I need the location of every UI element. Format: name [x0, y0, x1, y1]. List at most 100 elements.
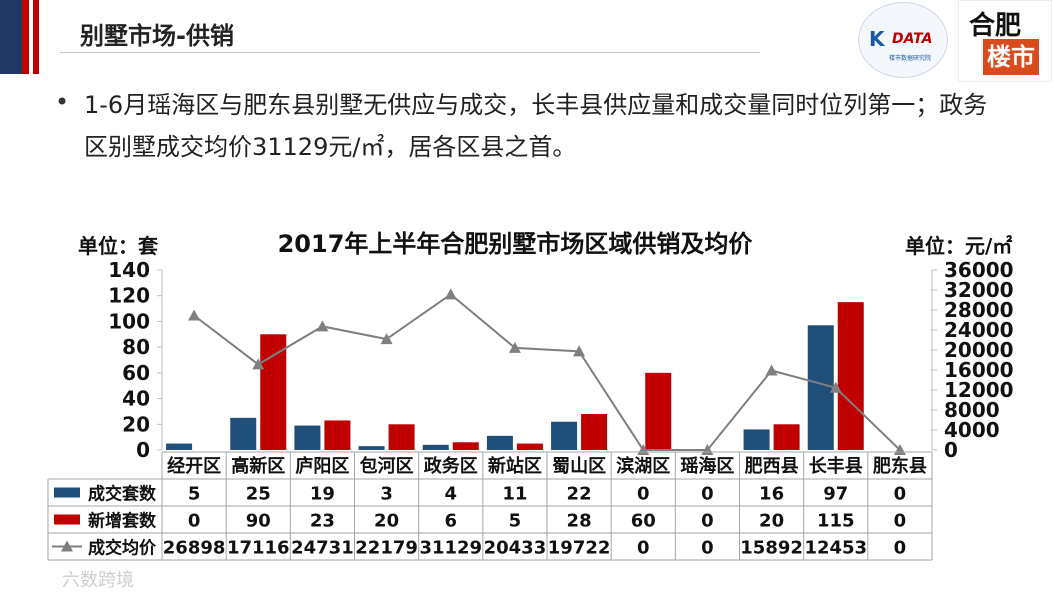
bar-new-supply — [773, 424, 800, 450]
legend-label: 成交套数 — [88, 484, 157, 505]
data-label: 15892 — [740, 538, 803, 559]
left-axis-unit: 单位：套 — [78, 234, 158, 258]
data-label: 0 — [637, 484, 650, 505]
right-axis-tick-label: 36000 — [944, 258, 1014, 282]
price-point — [829, 381, 842, 393]
category-label: 肥西县 — [744, 456, 799, 477]
left-axis-tick-label: 40 — [122, 387, 150, 411]
data-label: 11 — [502, 484, 527, 505]
header-stripe-red-2 — [33, 0, 39, 74]
price-point — [188, 309, 201, 321]
data-label: 0 — [701, 538, 714, 559]
data-label: 0 — [188, 511, 201, 532]
data-label: 5 — [509, 511, 522, 532]
data-label: 20 — [374, 511, 399, 532]
bar-new-supply — [516, 443, 543, 450]
legend-key-new-supply — [54, 514, 80, 525]
price-point — [765, 364, 778, 376]
data-label: 23 — [310, 511, 335, 532]
bar-new-supply — [581, 414, 608, 450]
data-label: 0 — [637, 538, 650, 559]
slide-title: 别墅市场-供销 — [80, 22, 234, 50]
bar-deals — [358, 446, 385, 450]
category-label: 高新区 — [231, 455, 285, 477]
legend-key-deals — [54, 487, 80, 498]
category-label: 新站区 — [488, 455, 542, 477]
data-label: 0 — [701, 484, 714, 505]
right-axis-tick-label: 0 — [944, 438, 958, 462]
right-axis-tick-label: 32000 — [944, 278, 1014, 302]
hefei-loushi-logo: 合肥 楼市 — [958, 0, 1052, 82]
price-point — [316, 320, 329, 332]
data-logo: K DATA 楼市数据研究院 — [858, 2, 948, 78]
price-line — [193, 293, 901, 451]
data-label: 97 — [823, 484, 848, 505]
left-axis-tick-label: 80 — [122, 335, 150, 359]
data-label: 28 — [567, 511, 592, 532]
bullet-dot: • — [55, 88, 70, 116]
bar-new-supply — [452, 442, 479, 450]
bar-new-supply — [260, 334, 287, 450]
price-point — [444, 288, 457, 300]
category-label: 经开区 — [167, 455, 221, 477]
right-axis-tick-label: 24000 — [944, 318, 1014, 342]
data-label: 60 — [631, 511, 656, 532]
left-axis-tick-label: 120 — [108, 284, 150, 308]
watermark: 六数跨境 — [62, 570, 134, 591]
right-axis-tick-label: 12000 — [944, 378, 1014, 402]
bar-deals — [743, 429, 770, 450]
bar-new-supply — [837, 302, 864, 450]
data-label: 16 — [759, 484, 784, 505]
chart-title: 2017年上半年合肥别墅市场区域供销及均价 — [277, 230, 753, 258]
bar-new-supply — [324, 420, 351, 450]
price-point — [380, 333, 393, 345]
data-label: 12453 — [804, 538, 867, 559]
data-label: 26898 — [163, 538, 226, 559]
price-point — [573, 345, 586, 357]
legend-key-price-marker — [61, 540, 73, 552]
header-stripe-gap — [29, 0, 33, 74]
bar-deals — [294, 425, 321, 450]
title-divider — [60, 52, 760, 53]
category-label: 蜀山区 — [552, 456, 606, 477]
category-label: 包河区 — [360, 455, 414, 477]
category-label: 滨湖区 — [616, 455, 670, 477]
right-axis-tick-label: 28000 — [944, 298, 1014, 322]
logo-city-line1: 合肥 — [969, 11, 1022, 41]
summary-paragraph: 1-6月瑶海区与肥东县别墅无供应与成交，长丰县供应量和成交量同时位列第一；政务区… — [84, 91, 988, 161]
data-label: 19 — [310, 484, 335, 505]
left-axis-tick-label: 20 — [122, 412, 150, 436]
data-logo-mark: K — [869, 27, 885, 51]
data-logo-sub: 楼市数据研究院 — [889, 55, 932, 62]
right-axis-tick-label: 4000 — [944, 418, 1000, 442]
category-label: 肥东县 — [872, 455, 927, 477]
bar-new-supply — [388, 424, 415, 450]
data-label: 0 — [894, 484, 907, 505]
left-axis-tick-label: 60 — [122, 361, 150, 385]
category-label: 庐阳区 — [295, 455, 349, 477]
category-label: 长丰县 — [809, 455, 863, 477]
bar-deals — [486, 435, 513, 450]
data-label: 22179 — [355, 538, 418, 559]
bar-deals — [166, 443, 193, 450]
legend-label: 成交均价 — [88, 538, 157, 559]
bar-new-supply — [645, 372, 672, 450]
data-label: 90 — [246, 511, 271, 532]
legend-label: 新增套数 — [88, 511, 157, 532]
data-label: 5 — [188, 484, 201, 505]
data-label: 20 — [759, 511, 784, 532]
bar-deals — [807, 325, 834, 450]
data-label: 6 — [444, 511, 457, 532]
data-label: 25 — [246, 484, 271, 505]
header-stripe-navy — [0, 0, 22, 74]
logo-city-line2: 楼市 — [983, 39, 1039, 75]
data-label: 3 — [380, 484, 393, 505]
left-axis-tick-label: 100 — [108, 309, 150, 333]
data-label: 115 — [817, 511, 855, 532]
bar-deals — [230, 417, 257, 450]
price-point — [508, 341, 521, 353]
data-label: 24731 — [291, 538, 354, 559]
right-axis-unit: 单位：元/㎡ — [905, 234, 1013, 258]
data-label: 31129 — [419, 538, 482, 559]
